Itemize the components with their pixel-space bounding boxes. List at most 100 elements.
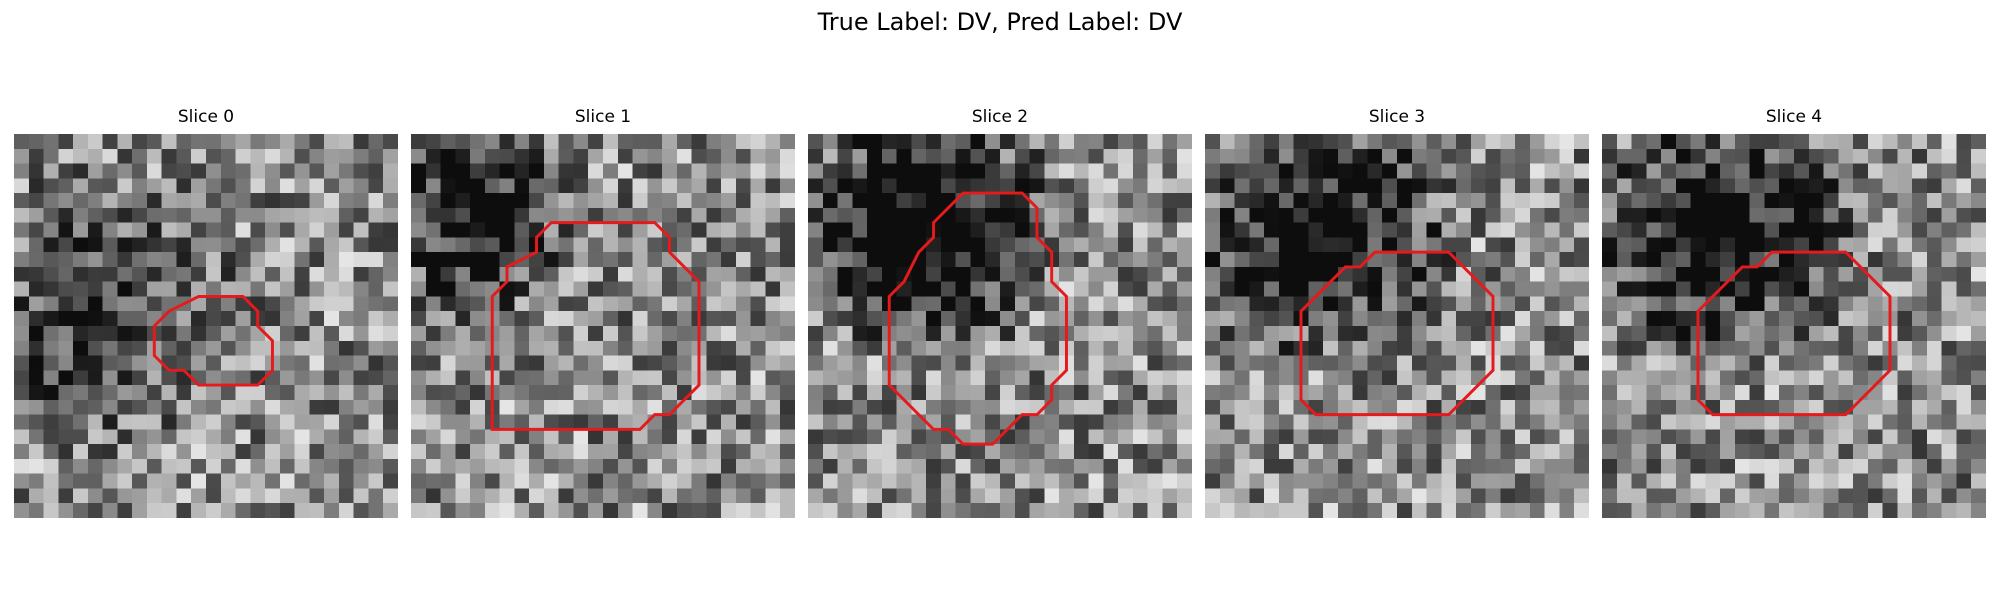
image-pixel xyxy=(1661,296,1677,312)
image-pixel xyxy=(617,281,633,297)
image-pixel xyxy=(1808,429,1824,445)
image-pixel xyxy=(191,414,207,430)
image-pixel xyxy=(1794,488,1810,504)
image-pixel xyxy=(881,266,897,282)
image-pixel xyxy=(235,281,251,297)
image-pixel xyxy=(1044,207,1060,223)
image-pixel xyxy=(161,370,177,386)
image-pixel xyxy=(338,281,354,297)
image-pixel xyxy=(117,311,133,327)
image-pixel xyxy=(1838,370,1854,386)
image-pixel xyxy=(514,296,530,312)
image-pixel xyxy=(1823,178,1839,194)
image-pixel xyxy=(43,163,59,179)
image-pixel xyxy=(1720,222,1736,238)
image-pixel xyxy=(43,355,59,371)
image-pixel xyxy=(852,340,868,356)
image-pixel xyxy=(1956,266,1972,282)
image-pixel xyxy=(132,296,148,312)
image-pixel xyxy=(706,473,722,489)
image-pixel xyxy=(220,281,236,297)
image-pixel xyxy=(955,222,971,238)
image-pixel xyxy=(706,370,722,386)
image-pixel xyxy=(484,429,500,445)
image-pixel xyxy=(1749,163,1765,179)
image-pixel xyxy=(1177,311,1192,327)
image-pixel xyxy=(265,163,281,179)
image-pixel xyxy=(1264,148,1280,164)
image-pixel xyxy=(1411,444,1427,460)
image-pixel xyxy=(117,296,133,312)
image-pixel xyxy=(1838,178,1854,194)
image-pixel xyxy=(721,134,737,150)
image-pixel xyxy=(132,134,148,150)
image-pixel xyxy=(353,296,369,312)
image-pixel xyxy=(1602,444,1618,460)
image-pixel xyxy=(706,429,722,445)
image-pixel xyxy=(87,399,103,415)
image-pixel xyxy=(191,134,207,150)
image-pixel xyxy=(1234,414,1250,430)
image-pixel xyxy=(1705,207,1721,223)
image-pixel xyxy=(573,340,589,356)
image-pixel xyxy=(1234,355,1250,371)
image-pixel xyxy=(617,414,633,430)
image-pixel xyxy=(1103,266,1119,282)
image-pixel xyxy=(265,178,281,194)
image-pixel xyxy=(1219,237,1235,253)
image-pixel xyxy=(647,207,663,223)
image-pixel xyxy=(440,370,456,386)
image-pixel xyxy=(1764,252,1780,268)
image-pixel xyxy=(1456,370,1472,386)
image-pixel xyxy=(235,296,251,312)
image-pixel xyxy=(1661,193,1677,209)
image-pixel xyxy=(1177,326,1192,342)
image-pixel xyxy=(14,444,30,460)
image-pixel xyxy=(1838,296,1854,312)
image-pixel xyxy=(176,458,192,474)
image-pixel xyxy=(425,385,441,401)
image-pixel xyxy=(1574,207,1589,223)
image-pixel xyxy=(1044,414,1060,430)
image-pixel xyxy=(647,399,663,415)
image-pixel xyxy=(852,222,868,238)
image-pixel xyxy=(647,311,663,327)
image-pixel xyxy=(28,488,44,504)
image-pixel xyxy=(1059,207,1075,223)
image-pixel xyxy=(1352,266,1368,282)
image-pixel xyxy=(73,326,89,342)
image-pixel xyxy=(1823,444,1839,460)
image-pixel xyxy=(1779,385,1795,401)
image-pixel xyxy=(970,266,986,282)
image-pixel xyxy=(265,148,281,164)
image-pixel xyxy=(837,326,853,342)
image-pixel xyxy=(808,193,824,209)
image-pixel xyxy=(822,207,838,223)
image-pixel xyxy=(1219,385,1235,401)
image-pixel xyxy=(573,178,589,194)
image-pixel xyxy=(1574,414,1589,430)
image-pixel xyxy=(573,444,589,460)
image-pixel xyxy=(1559,488,1575,504)
image-pixel xyxy=(1177,473,1192,489)
image-pixel xyxy=(1352,385,1368,401)
image-pixel xyxy=(1219,326,1235,342)
image-pixel xyxy=(1559,458,1575,474)
image-pixel xyxy=(1411,296,1427,312)
image-pixel xyxy=(1397,340,1413,356)
image-pixel xyxy=(603,281,619,297)
image-pixel xyxy=(588,134,604,150)
image-pixel xyxy=(1675,222,1691,238)
image-pixel xyxy=(1941,355,1957,371)
image-pixel xyxy=(1088,488,1104,504)
image-pixel xyxy=(206,266,222,282)
image-pixel xyxy=(632,252,648,268)
image-pixel xyxy=(1705,429,1721,445)
image-pixel xyxy=(1631,163,1647,179)
image-pixel xyxy=(1337,193,1353,209)
image-pixel xyxy=(1867,134,1883,150)
image-pixel xyxy=(1720,207,1736,223)
image-pixel xyxy=(58,148,74,164)
image-pixel xyxy=(1249,340,1265,356)
image-pixel xyxy=(1853,178,1869,194)
